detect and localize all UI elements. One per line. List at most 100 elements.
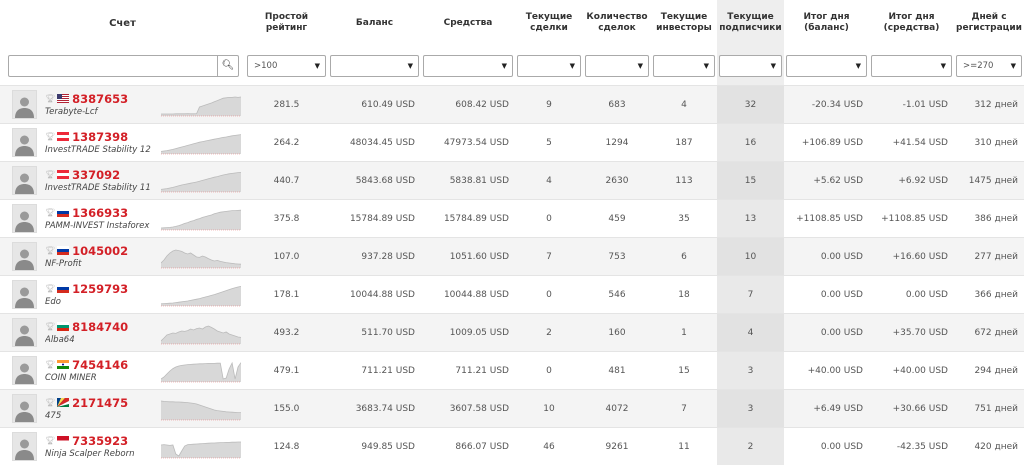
investors-cell: 35 <box>651 200 717 238</box>
day-funds-cell: +6.92 USD <box>869 162 954 200</box>
flag-icon <box>57 284 69 293</box>
table-row[interactable]: 🏆︎ 7454146 COIN MINER 479.1 711.21 USD 7… <box>0 352 1024 390</box>
avatar[interactable] <box>12 204 37 233</box>
balance-filter[interactable]: ▼ <box>330 55 419 77</box>
avatar[interactable] <box>12 280 37 309</box>
avatar[interactable] <box>12 90 37 119</box>
funds-cell: 15784.89 USD <box>421 200 515 238</box>
table-row[interactable]: 🏆︎ 7335923 Ninja Scalper Reborn 124.8 94… <box>0 428 1024 465</box>
col-subscribers-header[interactable]: Текущие подписчики <box>717 0 784 46</box>
chevron-down-icon: ▼ <box>408 62 413 70</box>
current-trades-filter[interactable]: ▼ <box>517 55 581 77</box>
chevron-down-icon: ▼ <box>1011 62 1016 70</box>
flag-icon <box>57 398 69 407</box>
account-id-link[interactable]: 1366933 <box>72 206 128 220</box>
table-row[interactable]: 🏆︎ 2171475 475 155.0 3683.74 USD 3607.58… <box>0 390 1024 428</box>
rating-cell: 155.0 <box>245 390 328 428</box>
col-funds-header[interactable]: Средства <box>421 0 515 46</box>
flag-icon <box>57 94 69 103</box>
subscribers-cell: 2 <box>717 428 784 465</box>
filter-row: 🔍︎ >100▼ ▼ ▼ ▼ ▼ ▼ ▼ ▼ ▼ >=270 ▼ <box>0 46 1024 86</box>
header-row: Счет Простой рейтинг Баланс Средства Тек… <box>0 0 1024 46</box>
avatar[interactable] <box>12 242 37 271</box>
day-balance-filter[interactable]: ▼ <box>786 55 867 77</box>
chevron-down-icon: ▼ <box>771 62 776 70</box>
rating-filter-value: >100 <box>254 61 277 71</box>
table-row[interactable]: 🏆︎ 8184740 Alba64 493.2 511.70 USD 1009.… <box>0 314 1024 352</box>
account-id-link[interactable]: 1387398 <box>72 130 128 144</box>
rating-cell: 281.5 <box>245 86 328 124</box>
rating-filter[interactable]: >100▼ <box>247 55 326 77</box>
balance-cell: 10044.88 USD <box>328 276 421 314</box>
trade-count-cell: 683 <box>583 86 651 124</box>
table-row[interactable]: 🏆︎ 1387398 InvestTRADE Stability 12 264.… <box>0 124 1024 162</box>
days-cell: 366 дней <box>954 276 1024 314</box>
trade-count-cell: 2630 <box>583 162 651 200</box>
funds-cell: 1009.05 USD <box>421 314 515 352</box>
col-investors-header[interactable]: Текущие инвесторы <box>651 0 717 46</box>
balance-cell: 5843.68 USD <box>328 162 421 200</box>
col-day-funds-header[interactable]: Итог дня (средства) <box>869 0 954 46</box>
account-info: 🏆︎ 8387653 Terabyte-Lcf <box>45 92 157 118</box>
avatar[interactable] <box>12 128 37 157</box>
avatar[interactable] <box>12 356 37 385</box>
investors-cell: 18 <box>651 276 717 314</box>
account-name: InvestTRADE Stability 11 <box>45 182 157 194</box>
avatar[interactable] <box>12 166 37 195</box>
col-account-header[interactable]: Счет <box>0 0 245 46</box>
balance-cell: 937.28 USD <box>328 238 421 276</box>
flag-icon <box>57 436 69 445</box>
account-name: Terabyte-Lcf <box>45 106 157 118</box>
account-id-link[interactable]: 1259793 <box>72 282 128 296</box>
account-id-link[interactable]: 2171475 <box>72 396 128 410</box>
days-cell: 386 дней <box>954 200 1024 238</box>
avatar[interactable] <box>12 432 37 461</box>
current-trades-cell: 9 <box>515 86 583 124</box>
equity-sparkline <box>161 169 241 193</box>
table-row[interactable]: 🏆︎ 1259793 Edo 178.1 10044.88 USD 10044.… <box>0 276 1024 314</box>
account-info: 🏆︎ 1366933 PAMM-INVEST Instaforex <box>45 206 157 232</box>
account-id-link[interactable]: 8387653 <box>72 92 128 106</box>
col-days-header[interactable]: Дней с регистрации <box>954 0 1024 46</box>
trade-count-filter[interactable]: ▼ <box>585 55 649 77</box>
account-id-link[interactable]: 337092 <box>72 168 120 182</box>
funds-cell: 3607.58 USD <box>421 390 515 428</box>
rating-cell: 440.7 <box>245 162 328 200</box>
subscribers-filter[interactable]: ▼ <box>719 55 782 77</box>
subscribers-cell: 3 <box>717 390 784 428</box>
day-funds-cell: -1.01 USD <box>869 86 954 124</box>
col-trade-count-header[interactable]: Количество сделок <box>583 0 651 46</box>
balance-cell: 3683.74 USD <box>328 390 421 428</box>
col-current-trades-header[interactable]: Текущие сделки <box>515 0 583 46</box>
subscribers-cell: 32 <box>717 86 784 124</box>
balance-cell: 610.49 USD <box>328 86 421 124</box>
funds-cell: 10044.88 USD <box>421 276 515 314</box>
current-trades-cell: 5 <box>515 124 583 162</box>
table-row[interactable]: 🏆︎ 1045002 NF-Profit 107.0 937.28 USD 10… <box>0 238 1024 276</box>
table-row[interactable]: 🏆︎ 8387653 Terabyte-Lcf 281.5 610.49 USD… <box>0 86 1024 124</box>
col-balance-header[interactable]: Баланс <box>328 0 421 46</box>
investors-filter[interactable]: ▼ <box>653 55 715 77</box>
col-day-balance-header[interactable]: Итог дня (баланс) <box>784 0 869 46</box>
days-filter-value: >=270 <box>963 61 993 71</box>
avatar[interactable] <box>12 394 37 423</box>
day-funds-filter[interactable]: ▼ <box>871 55 952 77</box>
account-cell: 🏆︎ 337092 InvestTRADE Stability 11 <box>4 166 241 195</box>
avatar[interactable] <box>12 318 37 347</box>
search-icon[interactable]: 🔍︎ <box>217 56 238 76</box>
account-id-link[interactable]: 8184740 <box>72 320 128 334</box>
account-id-link[interactable]: 7335923 <box>72 434 128 448</box>
subscribers-cell: 4 <box>717 314 784 352</box>
account-name: 475 <box>45 410 157 422</box>
equity-sparkline <box>161 321 241 345</box>
table-row[interactable]: 🏆︎ 1366933 PAMM-INVEST Instaforex 375.8 … <box>0 200 1024 238</box>
col-rating-header[interactable]: Простой рейтинг <box>245 0 328 46</box>
table-row[interactable]: 🏆︎ 337092 InvestTRADE Stability 11 440.7… <box>0 162 1024 200</box>
flag-icon <box>57 132 69 141</box>
account-id-link[interactable]: 1045002 <box>72 244 128 258</box>
days-filter[interactable]: >=270 ▼ <box>956 55 1022 77</box>
account-id-link[interactable]: 7454146 <box>72 358 128 372</box>
account-cell: 🏆︎ 1387398 InvestTRADE Stability 12 <box>4 128 241 157</box>
funds-filter[interactable]: ▼ <box>423 55 513 77</box>
account-search-input[interactable] <box>9 57 217 75</box>
